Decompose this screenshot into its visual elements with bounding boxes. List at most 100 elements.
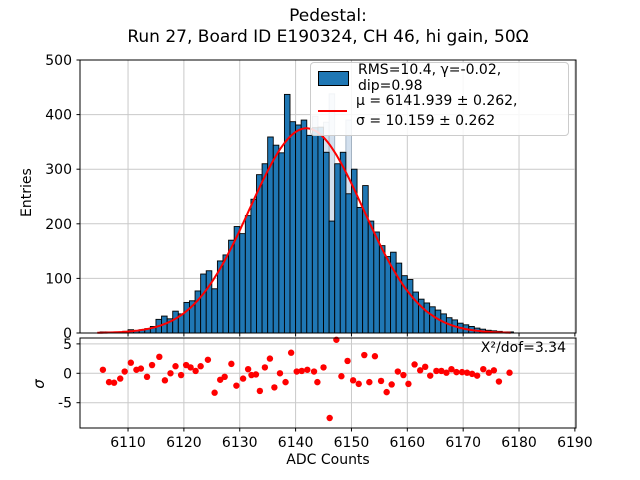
residual-point (326, 414, 333, 422)
residual-point (192, 367, 199, 375)
residual-point (427, 372, 434, 379)
histogram-bar (345, 193, 352, 334)
tick-label: 6110 (110, 435, 146, 451)
residual-point (371, 353, 379, 360)
legend-fit-label-line2: σ = 10.159 ± 0.262 (356, 113, 496, 129)
histogram-bar (239, 233, 246, 334)
residual-point (344, 357, 351, 365)
residual-point (388, 381, 395, 388)
residual-point (266, 355, 274, 362)
residual-point (117, 375, 124, 382)
residual-point (453, 368, 460, 376)
residual-point (411, 361, 418, 368)
residual-point (480, 365, 487, 373)
residual-point (282, 378, 289, 386)
residual-point (320, 364, 327, 371)
histogram-bar (334, 163, 341, 334)
residual-point (366, 378, 373, 386)
residual-point (137, 365, 145, 372)
histogram-swatch-icon (318, 70, 349, 86)
histogram-bar (200, 273, 207, 334)
tick-label: 300 (45, 162, 72, 178)
residual-point (121, 368, 128, 375)
histogram-bar (406, 279, 414, 334)
entries-axis-label: Entries (19, 168, 35, 217)
tick-label: -5 (58, 396, 72, 412)
residual-point (338, 373, 345, 380)
residual-point (244, 365, 252, 373)
residual-point (361, 351, 368, 359)
histogram-bar (423, 302, 431, 334)
histogram-bar (300, 119, 308, 334)
legend-entry-fit: μ = 6141.939 ± 0.262, σ = 10.159 ± 0.262 (318, 91, 560, 131)
residual-point (355, 380, 362, 388)
residual-point (187, 364, 194, 371)
histogram-bar (339, 151, 347, 334)
residual-point (394, 368, 402, 375)
residual-point (448, 365, 455, 373)
residual-point (400, 371, 407, 379)
residual-point (105, 378, 113, 386)
residual-point (405, 380, 412, 388)
residual-point (110, 379, 118, 386)
residual-point (421, 363, 429, 371)
adc-counts-axis-label: ADC Counts (286, 452, 370, 468)
histogram-bar (256, 174, 263, 334)
tick-label: 500 (45, 53, 72, 69)
residual-point (252, 371, 260, 378)
residual-point (172, 363, 179, 370)
residual-point (463, 369, 471, 376)
residual-point (256, 387, 264, 395)
tick-label: 6180 (501, 435, 537, 451)
residual-point (468, 370, 476, 378)
residual-point (99, 366, 107, 373)
residual-points (99, 336, 513, 422)
tick-label: 0 (63, 326, 72, 342)
residual-point (167, 370, 174, 377)
histogram-bar (183, 301, 190, 334)
residual-point (485, 369, 493, 376)
residual-point (416, 367, 424, 374)
residual-point (239, 375, 247, 382)
histogram-bar (395, 262, 403, 334)
tick-label: 400 (45, 108, 72, 124)
residual-point (438, 367, 445, 375)
histogram-bar (205, 270, 213, 334)
residual-point (377, 377, 385, 385)
histogram-bar (228, 239, 235, 334)
residual-point (458, 368, 466, 376)
histogram-bar (373, 231, 380, 334)
tick-label: 6190 (557, 435, 593, 451)
histogram-bar (211, 288, 218, 334)
tick-label: 6170 (445, 435, 481, 451)
histogram-bar (328, 220, 336, 334)
histogram-bar (434, 309, 442, 334)
residual-point (293, 368, 300, 375)
histogram-bar (306, 134, 313, 334)
tick-label: 6160 (389, 435, 425, 451)
residual-point (204, 356, 212, 363)
residual-point (197, 363, 204, 370)
residual-point (127, 359, 135, 366)
fit-curve (97, 127, 511, 334)
histogram-bar (384, 256, 392, 334)
residual-point (211, 389, 218, 396)
histogram-bar (429, 306, 436, 334)
sigma-axis-label: σ (30, 379, 48, 389)
residual-point (433, 367, 440, 375)
residual-point (495, 378, 503, 385)
residual-point (143, 373, 151, 381)
residual-point (490, 367, 498, 374)
histogram-bar (378, 245, 386, 334)
chi2-dof-annotation: X²/dof=3.34 (480, 340, 566, 356)
residual-point (276, 370, 284, 377)
legend-entry-histogram: RMS=10.4, γ=-0.02, dip=0.98 (318, 62, 560, 94)
tick-label: 6150 (334, 435, 370, 451)
histogram-bar (289, 121, 297, 334)
fit-line-swatch-icon (318, 110, 347, 112)
histogram-bar (272, 144, 280, 334)
histogram-bar (311, 127, 319, 334)
residual-point (473, 372, 481, 379)
histogram-bar (222, 254, 230, 334)
